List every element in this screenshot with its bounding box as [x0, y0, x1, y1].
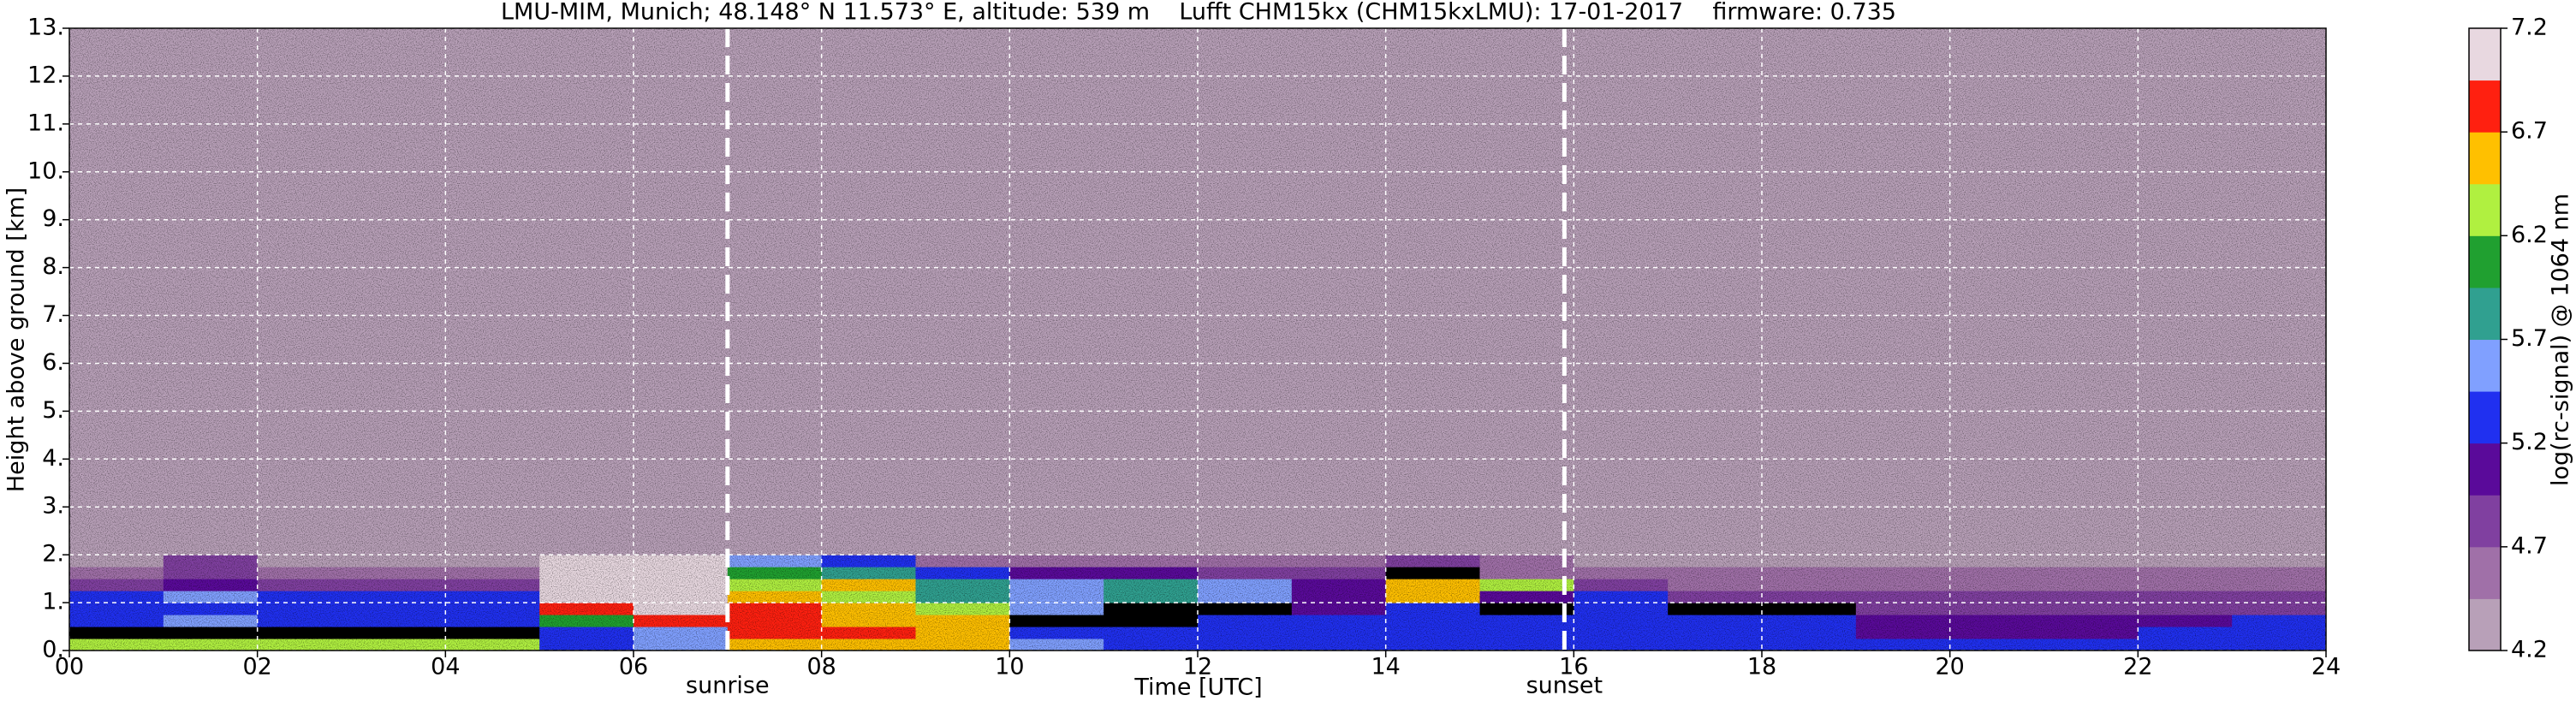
colorbar-tick-label: 5.7	[2511, 325, 2548, 352]
y-tick-label: 7.	[42, 301, 64, 328]
colorbar-segment	[2469, 339, 2501, 392]
x-tick-label: 02	[242, 654, 271, 680]
y-tick-label: 1.	[42, 589, 64, 615]
annotation-label: sunrise	[686, 673, 770, 699]
y-tick-label: 12.	[27, 62, 64, 88]
colorbar-segment	[2469, 598, 2501, 651]
colorbar-segment	[2469, 28, 2501, 81]
colorbar-tick-label: 6.7	[2511, 118, 2548, 145]
y-tick-label: 10.	[27, 157, 64, 184]
colorbar-tick-label: 7.2	[2511, 15, 2548, 41]
y-tick-label: 5.	[42, 397, 64, 424]
x-tick-label: 06	[619, 654, 648, 680]
x-tick-label: 12	[1183, 654, 1212, 680]
colorbar-tick-label: 6.2	[2511, 222, 2548, 248]
y-tick-label: 4.	[42, 445, 64, 472]
y-tick-label: 3.	[42, 493, 64, 520]
y-tick-label: 2.	[42, 541, 64, 567]
plot-frame	[68, 27, 2327, 651]
x-tick-label: 16	[1559, 654, 1588, 680]
x-tick-label: 20	[1935, 654, 1964, 680]
colorbar-segment	[2469, 443, 2501, 496]
colorbar-segment	[2469, 546, 2501, 599]
colorbar-segment	[2469, 132, 2501, 185]
x-tick-label: 00	[55, 654, 84, 680]
colorbar-segment	[2469, 183, 2501, 236]
y-tick-label: 13.	[27, 15, 64, 41]
colorbar-segment	[2469, 235, 2501, 288]
x-tick-label: 22	[2123, 654, 2152, 680]
y-tick-label: 8.	[42, 253, 64, 280]
annotation-label: sunset	[1526, 673, 1603, 699]
colorbar-segment	[2469, 287, 2501, 340]
x-axis-label: Time [UTC]	[1133, 674, 1262, 701]
y-axis-label: Height above ground [km]	[3, 187, 30, 492]
colorbar-segment	[2469, 391, 2501, 444]
colorbar-segment	[2469, 80, 2501, 133]
y-tick-label: 9.	[42, 205, 64, 232]
y-tick-label: 0.	[42, 637, 64, 663]
x-tick-label: 04	[431, 654, 460, 680]
colorbar-tick-label: 5.2	[2511, 429, 2548, 455]
chart-title: LMU-MIM, Munich; 48.148° N 11.573° E, al…	[501, 0, 1896, 26]
colorbar-tick-label: 4.2	[2511, 637, 2548, 663]
x-tick-label: 10	[995, 654, 1024, 680]
colorbar-segment	[2469, 495, 2501, 548]
x-tick-label: 14	[1371, 654, 1400, 680]
x-tick-label: 08	[806, 654, 836, 680]
y-tick-label: 11.	[27, 110, 64, 136]
x-tick-label: 18	[1747, 654, 1776, 680]
colorbar-tick-label: 4.7	[2511, 532, 2548, 559]
colorbar-label: log(rc-signal) @ 1064 nm	[2548, 193, 2574, 486]
x-tick-label: 24	[2311, 654, 2341, 680]
y-tick-label: 6.	[42, 349, 64, 376]
